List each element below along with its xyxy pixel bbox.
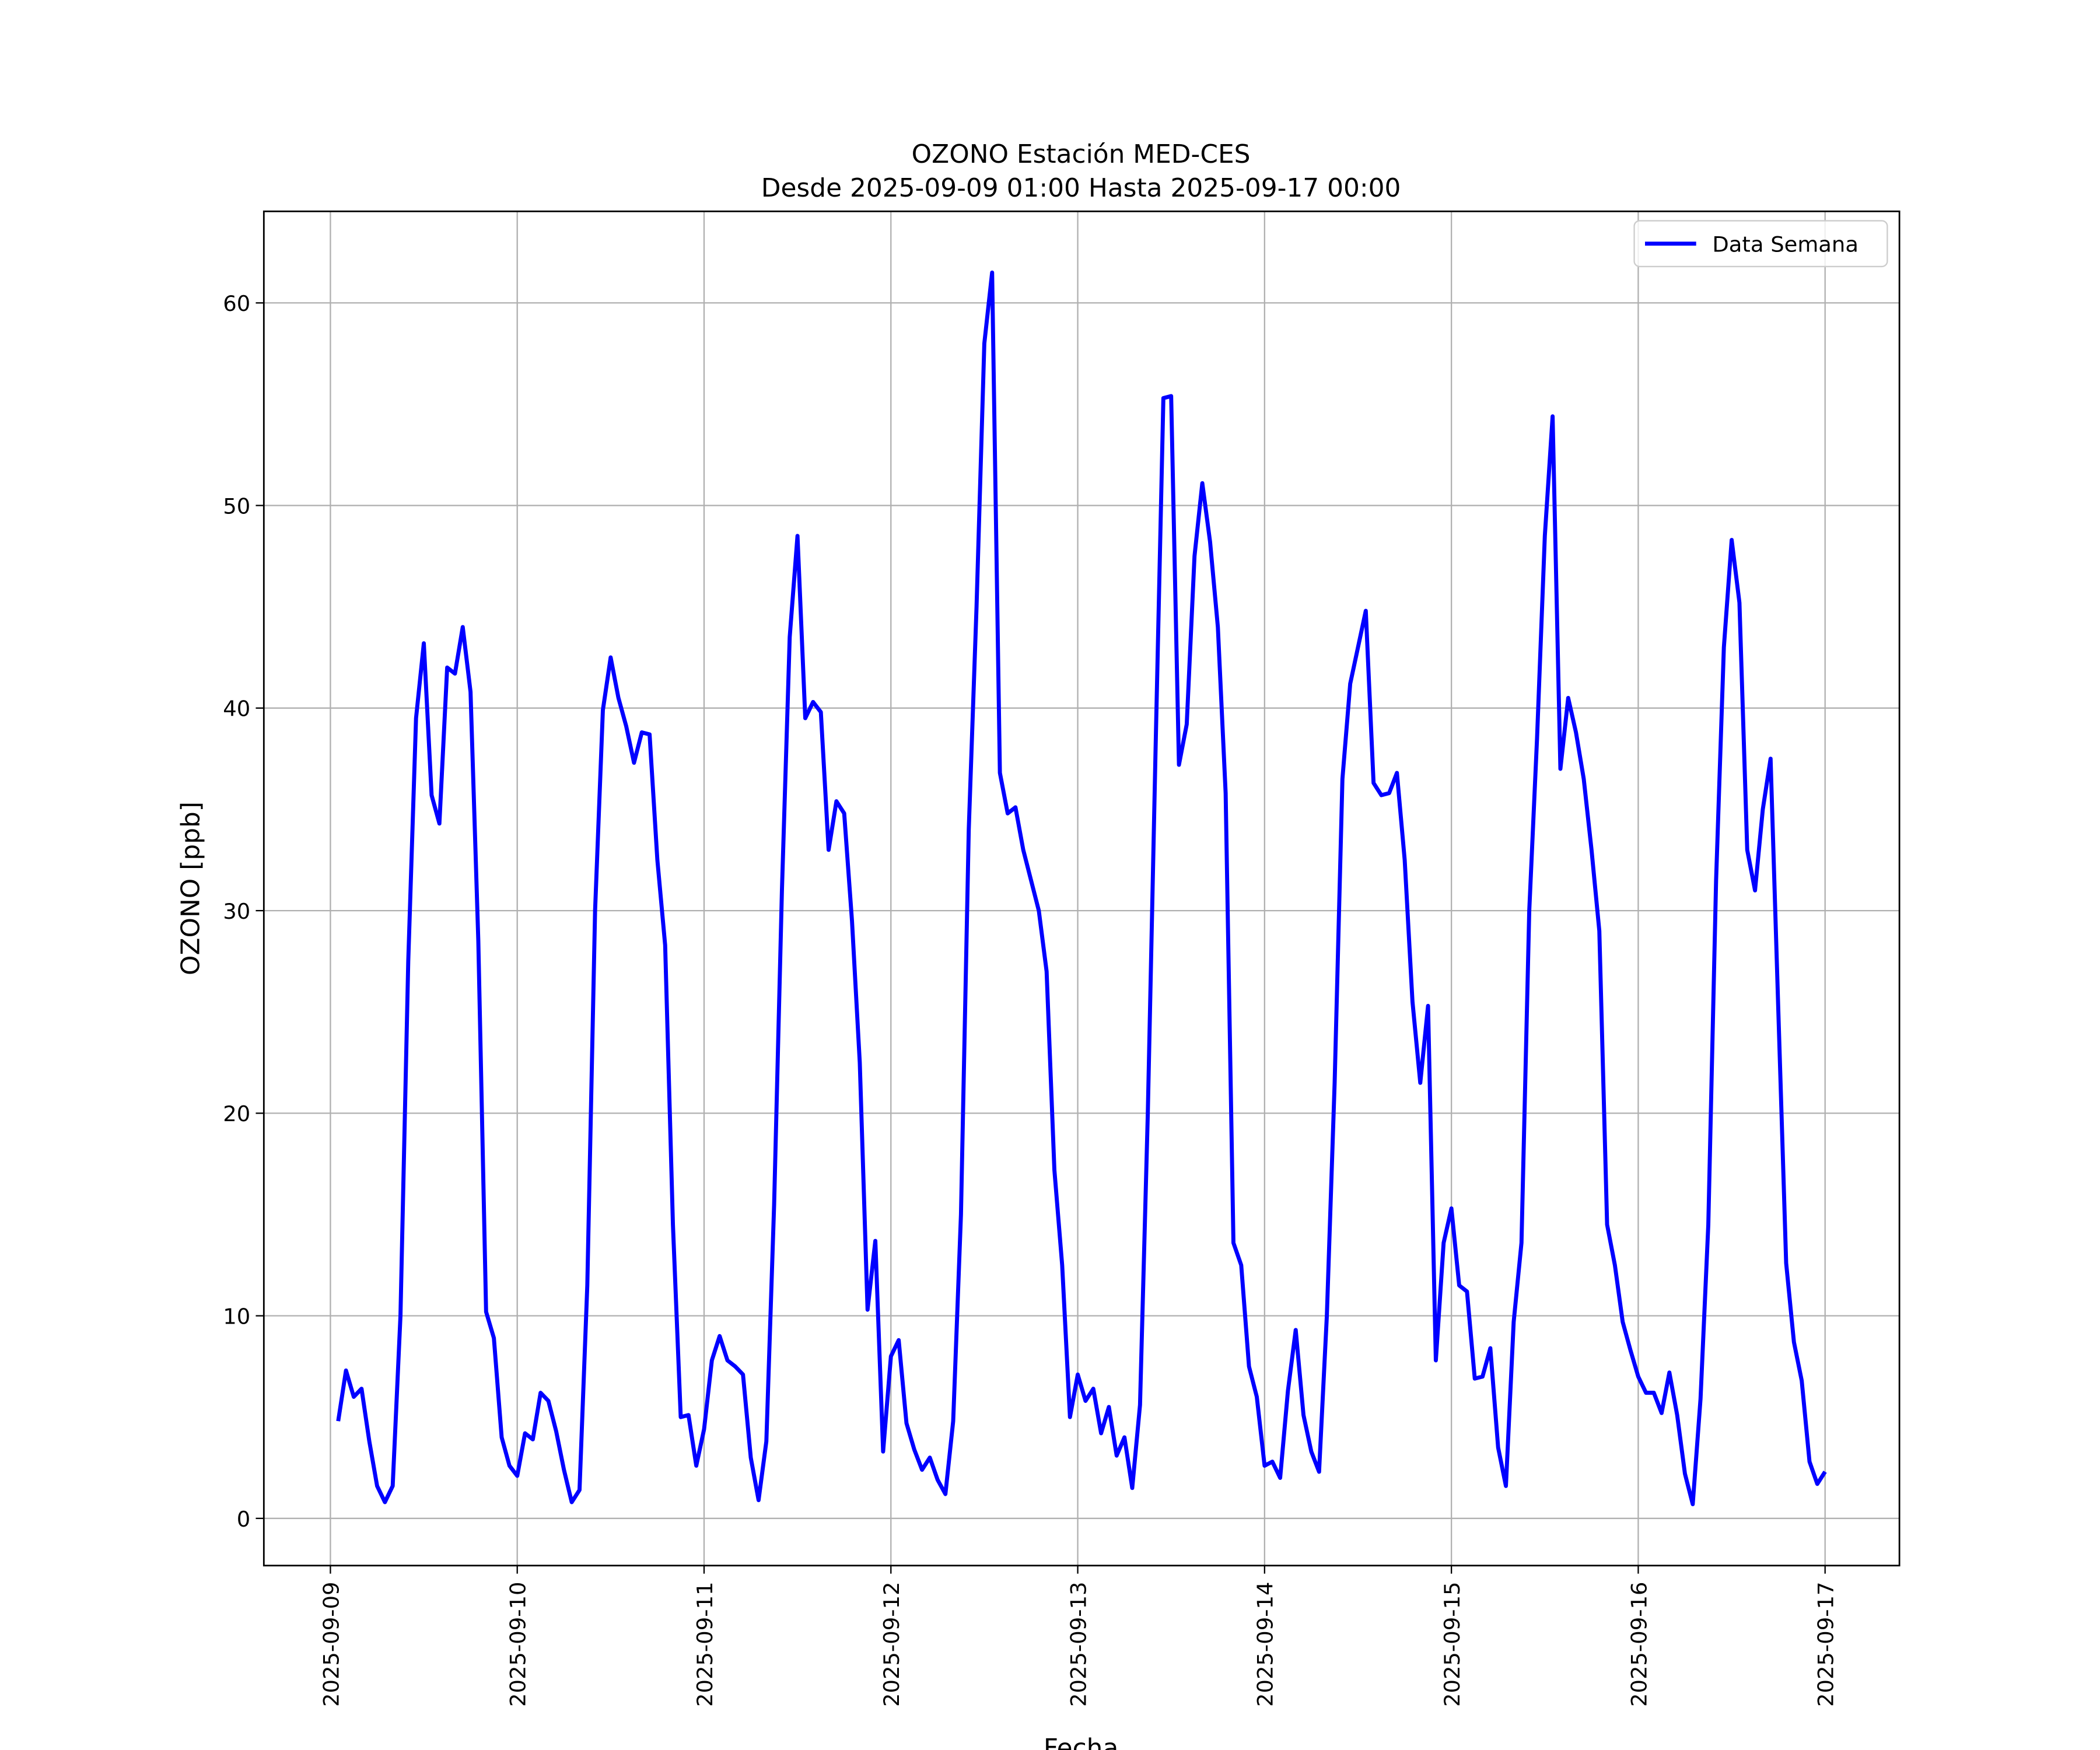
x-tick-label: 2025-09-16: [1626, 1582, 1651, 1707]
x-tick-label: 2025-09-13: [1066, 1582, 1091, 1707]
y-tick-label: 20: [223, 1101, 250, 1126]
x-tick-label: 2025-09-14: [1253, 1582, 1278, 1707]
legend-box: [1633, 220, 1888, 268]
y-tick-label: 60: [223, 291, 250, 316]
x-tick-label: 2025-09-12: [879, 1582, 904, 1707]
y-tick-label: 0: [237, 1507, 250, 1532]
y-tick-label: 10: [223, 1304, 250, 1329]
y-tick-label: 50: [223, 494, 250, 519]
y-tick-label: 30: [223, 899, 250, 924]
x-tick-label: 2025-09-15: [1440, 1582, 1465, 1707]
chart-title: OZONO Estación MED-CES: [912, 139, 1251, 169]
chart-subtitle: Desde 2025-09-09 01:00 Hasta 2025-09-17 …: [761, 173, 1401, 203]
y-axis-label: OZONO [ppb]: [176, 802, 206, 975]
x-tick-label: 2025-09-17: [1814, 1582, 1839, 1707]
x-tick-label: 2025-09-09: [318, 1582, 344, 1707]
data-line: [336, 270, 1827, 1507]
x-axis-label: Fecha: [1044, 1734, 1119, 1750]
legend-label: Data Semana: [1712, 232, 1859, 257]
x-tick-label: 2025-09-10: [506, 1582, 531, 1707]
x-tick-label: 2025-09-11: [692, 1582, 718, 1707]
y-tick-label: 40: [223, 696, 250, 722]
plot-frame: [262, 210, 1901, 1567]
